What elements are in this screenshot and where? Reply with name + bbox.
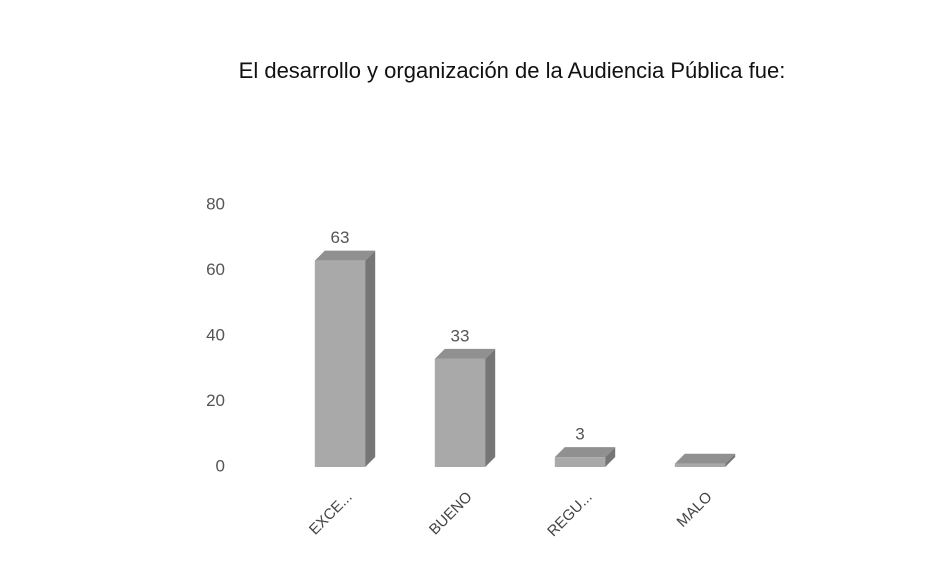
bar-side: [365, 250, 376, 467]
x-tick-label: REGU...: [544, 489, 596, 541]
bar-top: [434, 348, 496, 359]
bar-side: [725, 453, 736, 467]
x-tick-label: EXCE...: [306, 489, 356, 539]
bar-top: [314, 250, 376, 261]
bar: [314, 260, 366, 467]
y-tick-label: 40: [206, 325, 225, 344]
bar-top: [674, 453, 736, 464]
y-tick-label: 60: [206, 260, 225, 279]
x-tick-label: BUENO: [426, 489, 476, 539]
bar-top: [554, 447, 616, 458]
y-tick-label: 80: [206, 194, 225, 213]
bar-side: [605, 447, 616, 467]
bar: [554, 457, 606, 467]
data-label: 33: [451, 326, 470, 345]
chart-title: El desarrollo y organización de la Audie…: [239, 58, 786, 83]
data-label: 63: [331, 228, 350, 247]
x-tick-label: MALO: [674, 489, 716, 531]
bar: [434, 358, 486, 467]
bar-side: [485, 348, 496, 467]
data-label: 3: [575, 425, 584, 444]
y-tick-label: 0: [216, 456, 225, 475]
bar: [674, 463, 726, 467]
y-tick-label: 20: [206, 391, 225, 410]
